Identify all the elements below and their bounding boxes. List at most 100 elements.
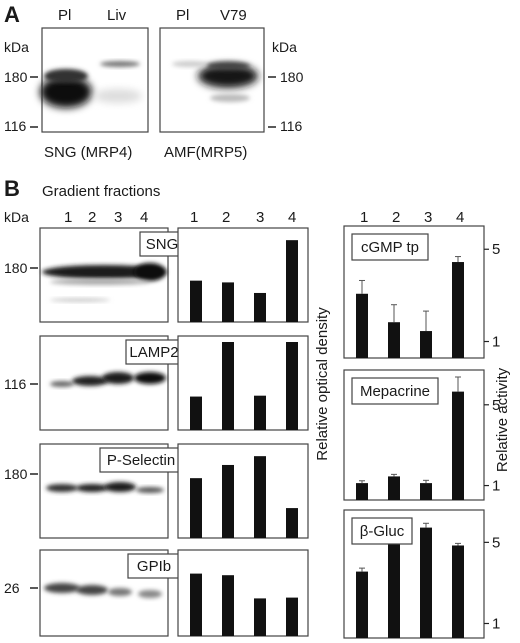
y-tick-label: 1 xyxy=(492,615,500,632)
activity-axis-label: Relative activity xyxy=(494,367,511,472)
activity-charts: 1 5 cGMP tp 1 5 Mepacrine 1 5 β-Gluc xyxy=(343,225,500,639)
lane-2: 2 xyxy=(222,209,230,226)
bar xyxy=(222,342,234,430)
blot-gpib: GPIb 26 xyxy=(4,549,181,637)
bar xyxy=(254,456,266,538)
blot-label-box xyxy=(127,553,181,579)
marker-116: 116 xyxy=(4,118,27,134)
panel-a-letter: A xyxy=(4,2,20,27)
y-tick-label: 1 xyxy=(492,334,500,351)
bar xyxy=(388,322,400,358)
lane-label-pl: Pl xyxy=(176,7,189,24)
bar xyxy=(356,293,368,358)
bar xyxy=(388,523,400,638)
blot-bands xyxy=(46,482,164,493)
blot-bands xyxy=(42,263,166,302)
assay-label: β-Gluc xyxy=(360,523,405,540)
blot-bands xyxy=(44,583,162,598)
marker: 26 xyxy=(4,580,20,596)
bar xyxy=(388,476,400,500)
marker-180: 180 xyxy=(280,69,304,85)
bar xyxy=(222,464,234,538)
marker: 180 xyxy=(4,260,28,276)
lane-1: 1 xyxy=(190,209,198,226)
blot-bands xyxy=(40,61,142,108)
lane-3: 3 xyxy=(114,209,122,226)
bar xyxy=(356,483,368,500)
bar xyxy=(420,331,432,358)
assay-label: Mepacrine xyxy=(360,383,430,400)
blot-label-box xyxy=(99,447,183,473)
marker: 116 xyxy=(4,376,27,392)
bar xyxy=(286,240,298,322)
lane-3: 3 xyxy=(424,209,432,226)
lane-4: 4 xyxy=(140,209,148,226)
blot-lane-headers: 1 2 3 4 xyxy=(64,209,148,226)
bar xyxy=(452,262,464,358)
density-chart-gpib xyxy=(177,549,309,637)
marker: 180 xyxy=(4,466,28,482)
activity-chart-cgmp-tp: 1 5 cGMP tp xyxy=(343,225,500,359)
blot-sng: SNG 180 xyxy=(4,227,185,323)
panel-b-letter: B xyxy=(4,176,20,201)
bar xyxy=(356,571,368,638)
density-chart-p-selectin xyxy=(177,443,309,539)
marker-180: 180 xyxy=(4,69,28,85)
lane-2: 2 xyxy=(88,209,96,226)
activity-lane-headers: 1 2 3 4 xyxy=(360,209,464,226)
bar xyxy=(254,292,266,322)
bar xyxy=(190,396,202,430)
bar xyxy=(222,575,234,636)
y-tick-label: 1 xyxy=(492,478,500,495)
blot-amf-mrp5: Pl V79 kDa 180 116 AMF(MRP5) xyxy=(159,7,304,161)
lane-4: 4 xyxy=(288,209,296,226)
bar xyxy=(254,598,266,636)
density-lane-headers: 1 2 3 4 xyxy=(190,209,296,226)
density-axis-label: Relative optical density xyxy=(314,307,331,461)
bar xyxy=(286,342,298,430)
lane-label-v79: V79 xyxy=(220,7,247,24)
blot-label: SNG xyxy=(146,236,179,253)
gradient-title: Gradient fractions xyxy=(42,183,160,200)
bar xyxy=(420,527,432,638)
blot-label-box xyxy=(139,231,185,257)
bar xyxy=(286,597,298,636)
blot-bands xyxy=(172,61,258,102)
assay-label: cGMP tp xyxy=(361,239,419,256)
bar xyxy=(190,280,202,322)
bar xyxy=(190,478,202,538)
bar xyxy=(190,573,202,636)
activity-chart-mepacrine: 1 5 Mepacrine xyxy=(343,369,500,501)
blot-caption: AMF(MRP5) xyxy=(164,144,247,161)
y-tick-label: 5 xyxy=(492,534,500,551)
density-chart-sng xyxy=(177,227,309,323)
blot-label: P-Selectin xyxy=(107,452,175,469)
blot-p-selectin: P-Selectin 180 xyxy=(4,443,183,539)
bar xyxy=(254,395,266,430)
bar xyxy=(452,391,464,500)
lane-2: 2 xyxy=(392,209,400,226)
blot-label-box xyxy=(125,339,183,365)
lane-1: 1 xyxy=(64,209,72,226)
bar xyxy=(286,508,298,538)
bar xyxy=(420,483,432,500)
activity-chart-beta-gluc: 1 5 β-Gluc xyxy=(343,509,500,639)
blot-label: GPIb xyxy=(137,558,171,575)
y-tick-label: 5 xyxy=(492,397,500,414)
blot-caption: SNG (MRP4) xyxy=(44,144,132,161)
marker-116: 116 xyxy=(280,118,303,134)
kda-label: kDa xyxy=(272,39,297,55)
blot-label: LAMP2 xyxy=(129,344,178,361)
density-chart-lamp2 xyxy=(177,335,309,431)
lane-label-liv: Liv xyxy=(107,7,127,24)
density-charts xyxy=(177,227,309,637)
assay-label-box xyxy=(351,233,429,261)
blot-bands xyxy=(50,372,166,387)
assay-label-box xyxy=(351,377,439,405)
y-tick-label: 5 xyxy=(492,241,500,258)
bar xyxy=(222,282,234,322)
bar xyxy=(452,545,464,638)
lane-4: 4 xyxy=(456,209,464,226)
lane-label-pl: Pl xyxy=(58,7,71,24)
